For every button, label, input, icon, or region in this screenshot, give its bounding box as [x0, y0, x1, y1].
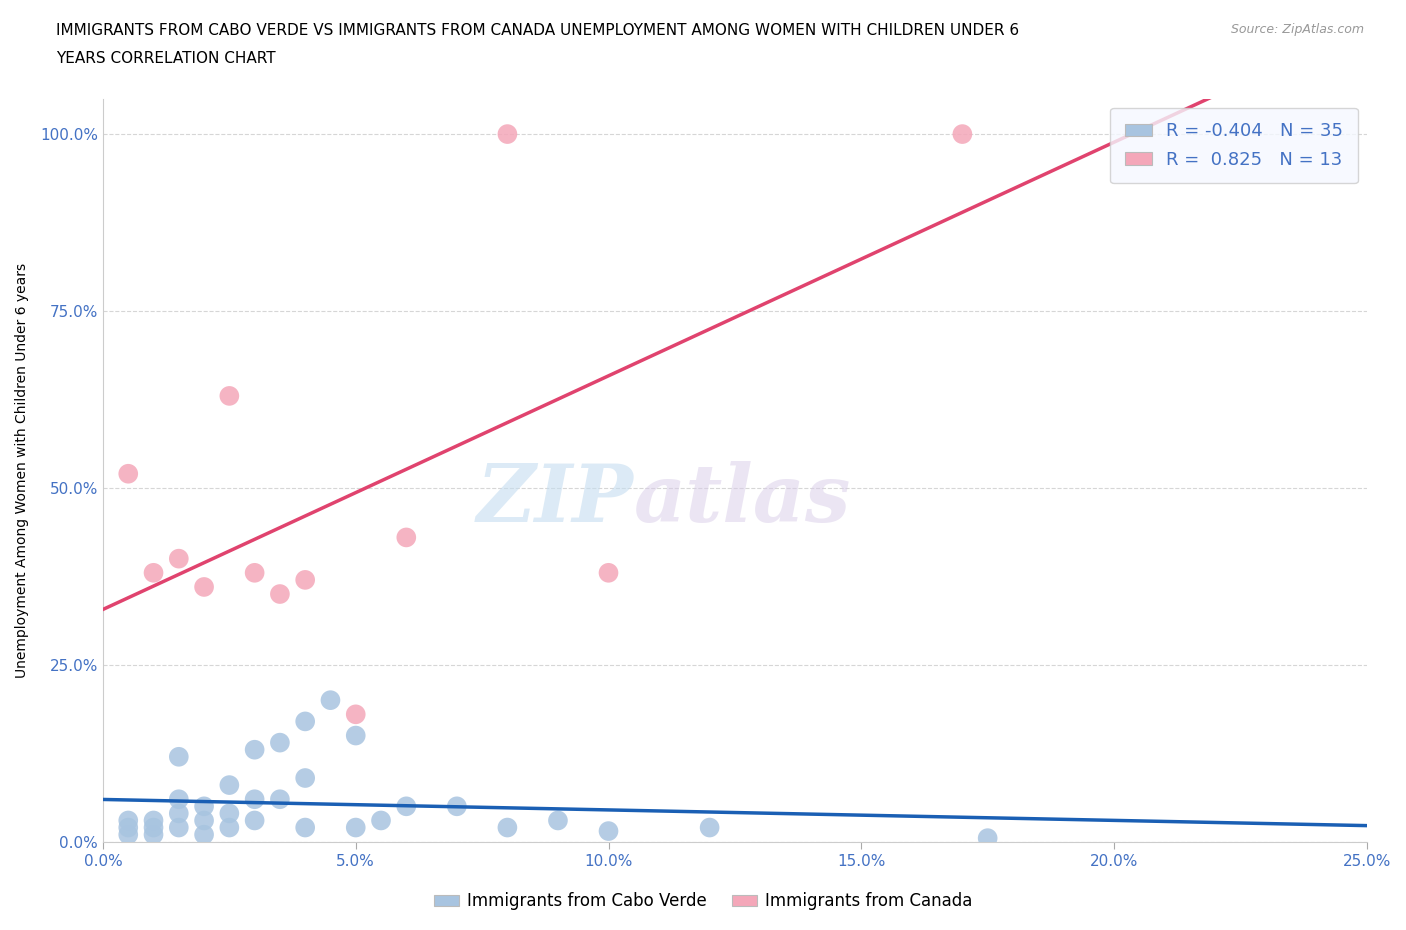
- Point: [142, 813, 165, 828]
- Text: ZIP: ZIP: [477, 461, 634, 538]
- Point: [344, 728, 367, 743]
- Text: YEARS CORRELATION CHART: YEARS CORRELATION CHART: [56, 51, 276, 66]
- Point: [294, 573, 316, 588]
- Point: [218, 777, 240, 792]
- Point: [950, 126, 973, 141]
- Point: [370, 813, 392, 828]
- Point: [243, 742, 266, 757]
- Point: [218, 806, 240, 821]
- Legend: R = -0.404   N = 35, R =  0.825   N = 13: R = -0.404 N = 35, R = 0.825 N = 13: [1111, 108, 1358, 183]
- Point: [193, 813, 215, 828]
- Point: [218, 389, 240, 404]
- Point: [218, 820, 240, 835]
- Point: [243, 565, 266, 580]
- Point: [699, 820, 721, 835]
- Point: [344, 707, 367, 722]
- Text: IMMIGRANTS FROM CABO VERDE VS IMMIGRANTS FROM CANADA UNEMPLOYMENT AMONG WOMEN WI: IMMIGRANTS FROM CABO VERDE VS IMMIGRANTS…: [56, 23, 1019, 38]
- Point: [294, 820, 316, 835]
- Point: [598, 565, 620, 580]
- Point: [395, 799, 418, 814]
- Point: [976, 830, 998, 845]
- Point: [117, 466, 139, 481]
- Y-axis label: Unemployment Among Women with Children Under 6 years: Unemployment Among Women with Children U…: [15, 262, 30, 678]
- Point: [269, 736, 291, 751]
- Point: [446, 799, 468, 814]
- Point: [243, 791, 266, 806]
- Point: [269, 587, 291, 602]
- Point: [167, 791, 190, 806]
- Point: [294, 714, 316, 729]
- Point: [319, 693, 342, 708]
- Point: [193, 799, 215, 814]
- Text: Source: ZipAtlas.com: Source: ZipAtlas.com: [1230, 23, 1364, 36]
- Point: [243, 813, 266, 828]
- Point: [496, 820, 519, 835]
- Point: [547, 813, 569, 828]
- Point: [294, 771, 316, 786]
- Point: [269, 791, 291, 806]
- Point: [117, 820, 139, 835]
- Point: [167, 750, 190, 764]
- Point: [142, 820, 165, 835]
- Point: [193, 579, 215, 594]
- Point: [598, 824, 620, 839]
- Point: [117, 813, 139, 828]
- Point: [193, 827, 215, 842]
- Point: [142, 827, 165, 842]
- Point: [142, 565, 165, 580]
- Point: [117, 827, 139, 842]
- Point: [395, 530, 418, 545]
- Text: atlas: atlas: [634, 461, 851, 538]
- Point: [496, 126, 519, 141]
- Point: [167, 820, 190, 835]
- Point: [167, 806, 190, 821]
- Point: [167, 551, 190, 566]
- Point: [344, 820, 367, 835]
- Legend: Immigrants from Cabo Verde, Immigrants from Canada: Immigrants from Cabo Verde, Immigrants f…: [427, 885, 979, 917]
